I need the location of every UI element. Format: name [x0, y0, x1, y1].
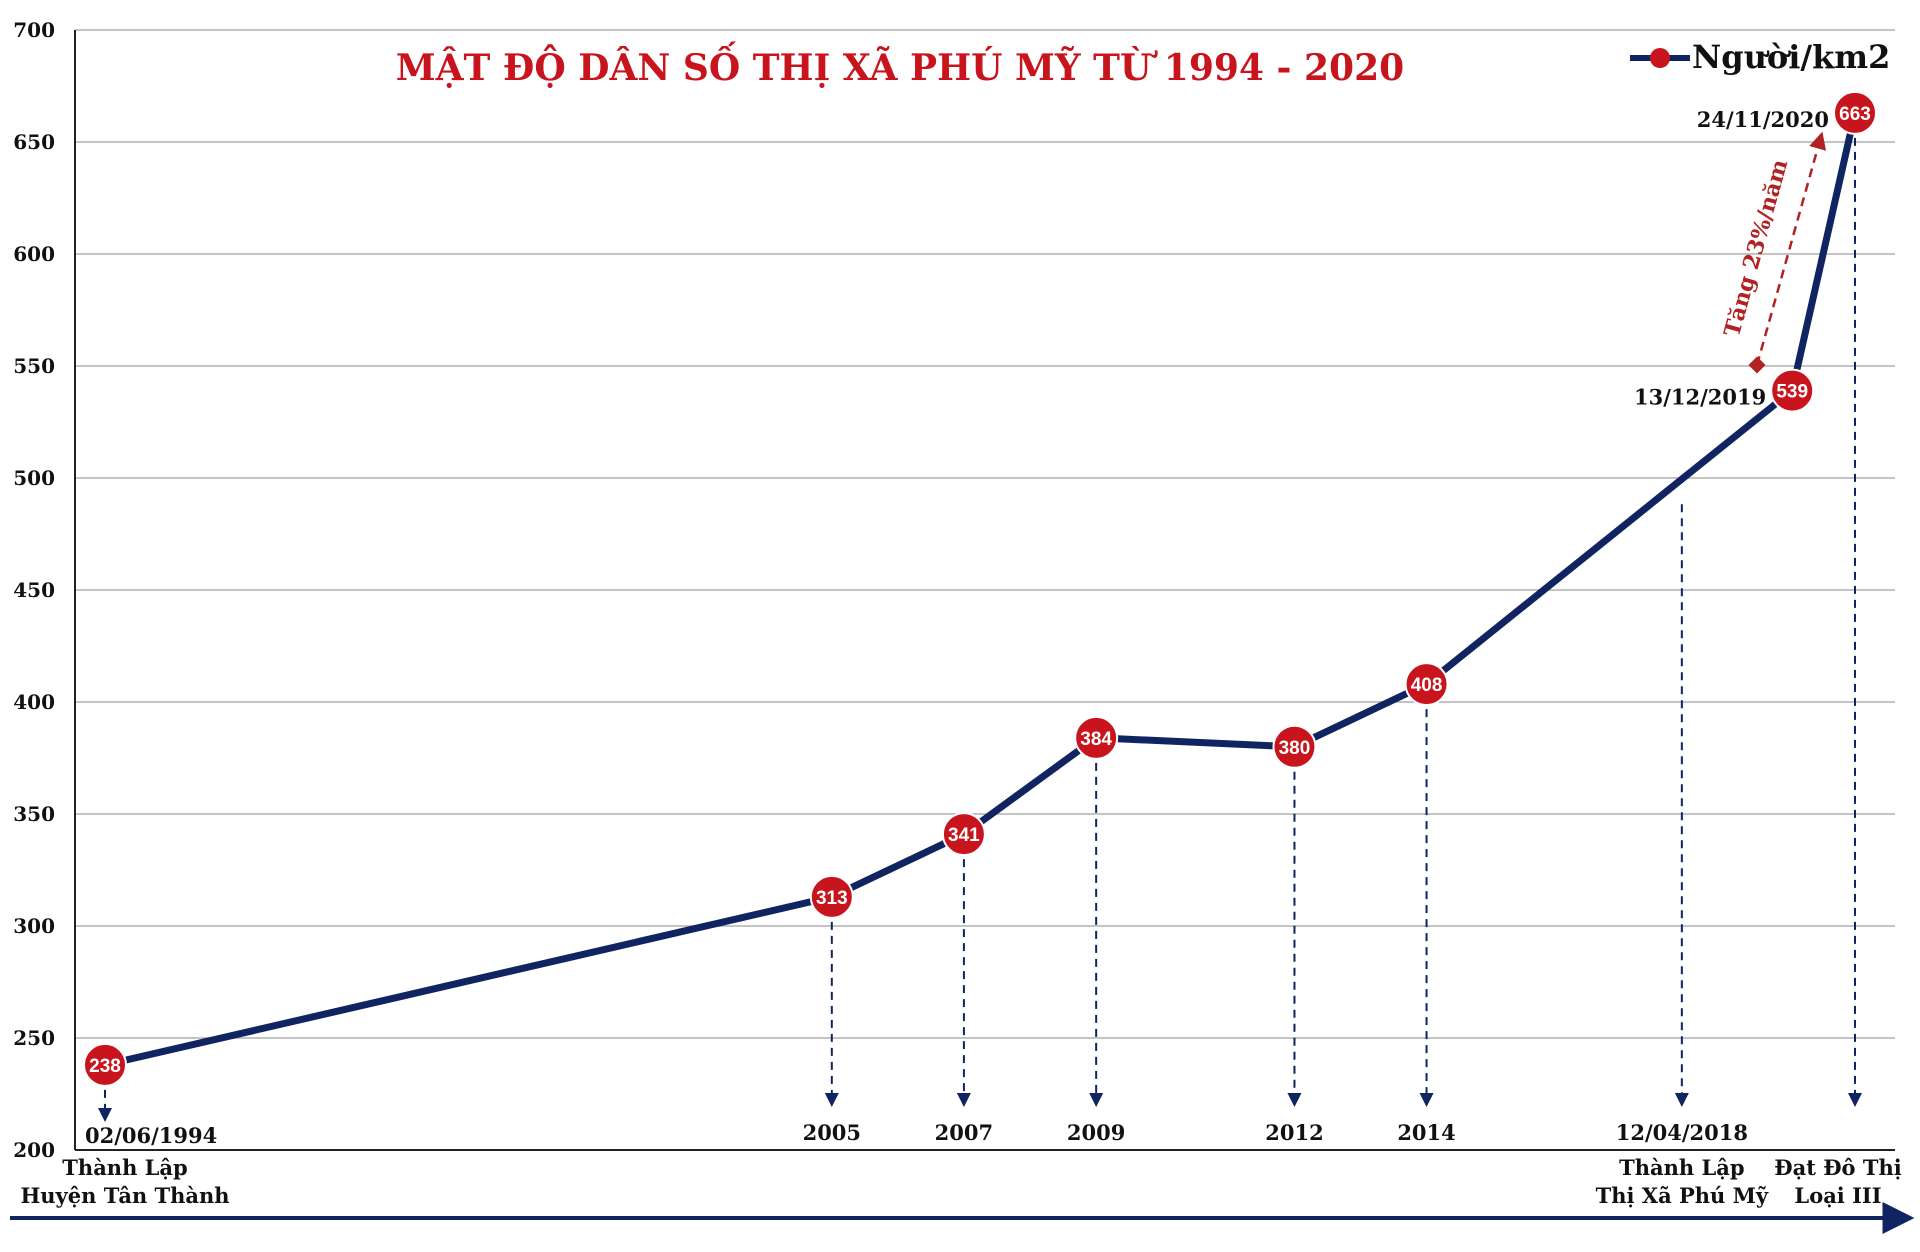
data-label: 238: [89, 1056, 121, 1077]
x-marker-caption: Đạt Đô Thị: [1774, 1155, 1902, 1180]
data-point: [809, 874, 854, 919]
x-marker-caption: Thị Xã Phú Mỹ: [1596, 1183, 1769, 1208]
data-label: 663: [1839, 104, 1871, 125]
data-label: 384: [1080, 729, 1112, 750]
y-tick-label: 600: [13, 242, 55, 266]
y-tick-label: 700: [13, 18, 55, 42]
point-date-annotation: 24/11/2020: [1697, 107, 1829, 132]
y-tick-label: 400: [13, 690, 55, 714]
x-marker-label: 2009: [1067, 1120, 1125, 1145]
x-marker-caption: Thành Lập: [62, 1155, 187, 1180]
chart-title: MẬT ĐỘ DÂN SỐ THỊ XÃ PHÚ MỸ TỪ 1994 - 20…: [396, 42, 1404, 89]
x-marker-caption: Loại III: [1794, 1183, 1881, 1208]
x-marker-label: 2007: [935, 1120, 993, 1145]
data-point: [941, 812, 986, 857]
point-date-annotation: 13/12/2019: [1634, 385, 1766, 410]
data-label: 313: [816, 888, 848, 909]
y-tick-label: 650: [13, 130, 55, 154]
data-point: [1074, 715, 1119, 760]
x-marker-label: 12/04/2018: [1616, 1120, 1748, 1145]
legend-marker-swatch: [1650, 48, 1670, 68]
data-point: [1770, 368, 1815, 413]
x-marker-caption: Huyện Tân Thành: [20, 1183, 229, 1208]
y-tick-label: 200: [13, 1138, 55, 1162]
data-point: [1833, 90, 1877, 135]
x-marker-caption: Thành Lập: [1619, 1155, 1744, 1180]
growth-arrow: [1755, 131, 1827, 366]
data-label: 539: [1776, 382, 1808, 403]
y-tick-label: 250: [13, 1026, 55, 1050]
data-point: [1404, 662, 1449, 707]
x-marker-label: 2012: [1265, 1120, 1323, 1145]
x-marker-label: 2014: [1397, 1120, 1455, 1145]
y-tick-label: 450: [13, 578, 55, 602]
y-tick-label: 500: [13, 466, 55, 490]
x-marker-label: 02/06/1994: [85, 1123, 217, 1148]
data-label: 408: [1411, 675, 1443, 696]
legend-label: Người/km2: [1692, 38, 1890, 76]
y-tick-label: 350: [13, 802, 55, 826]
y-tick-label: 300: [13, 914, 55, 938]
data-label: 341: [948, 825, 980, 846]
growth-annotation: Tăng 23%/năm: [1719, 157, 1793, 340]
legend: Người/km2: [1630, 38, 1890, 76]
y-tick-label: 550: [13, 354, 55, 378]
x-marker-label: 2005: [803, 1120, 861, 1145]
data-point: [1272, 724, 1317, 769]
data-label: 380: [1279, 738, 1311, 759]
data-point: [83, 1042, 127, 1087]
series-line: [104, 112, 1859, 1069]
